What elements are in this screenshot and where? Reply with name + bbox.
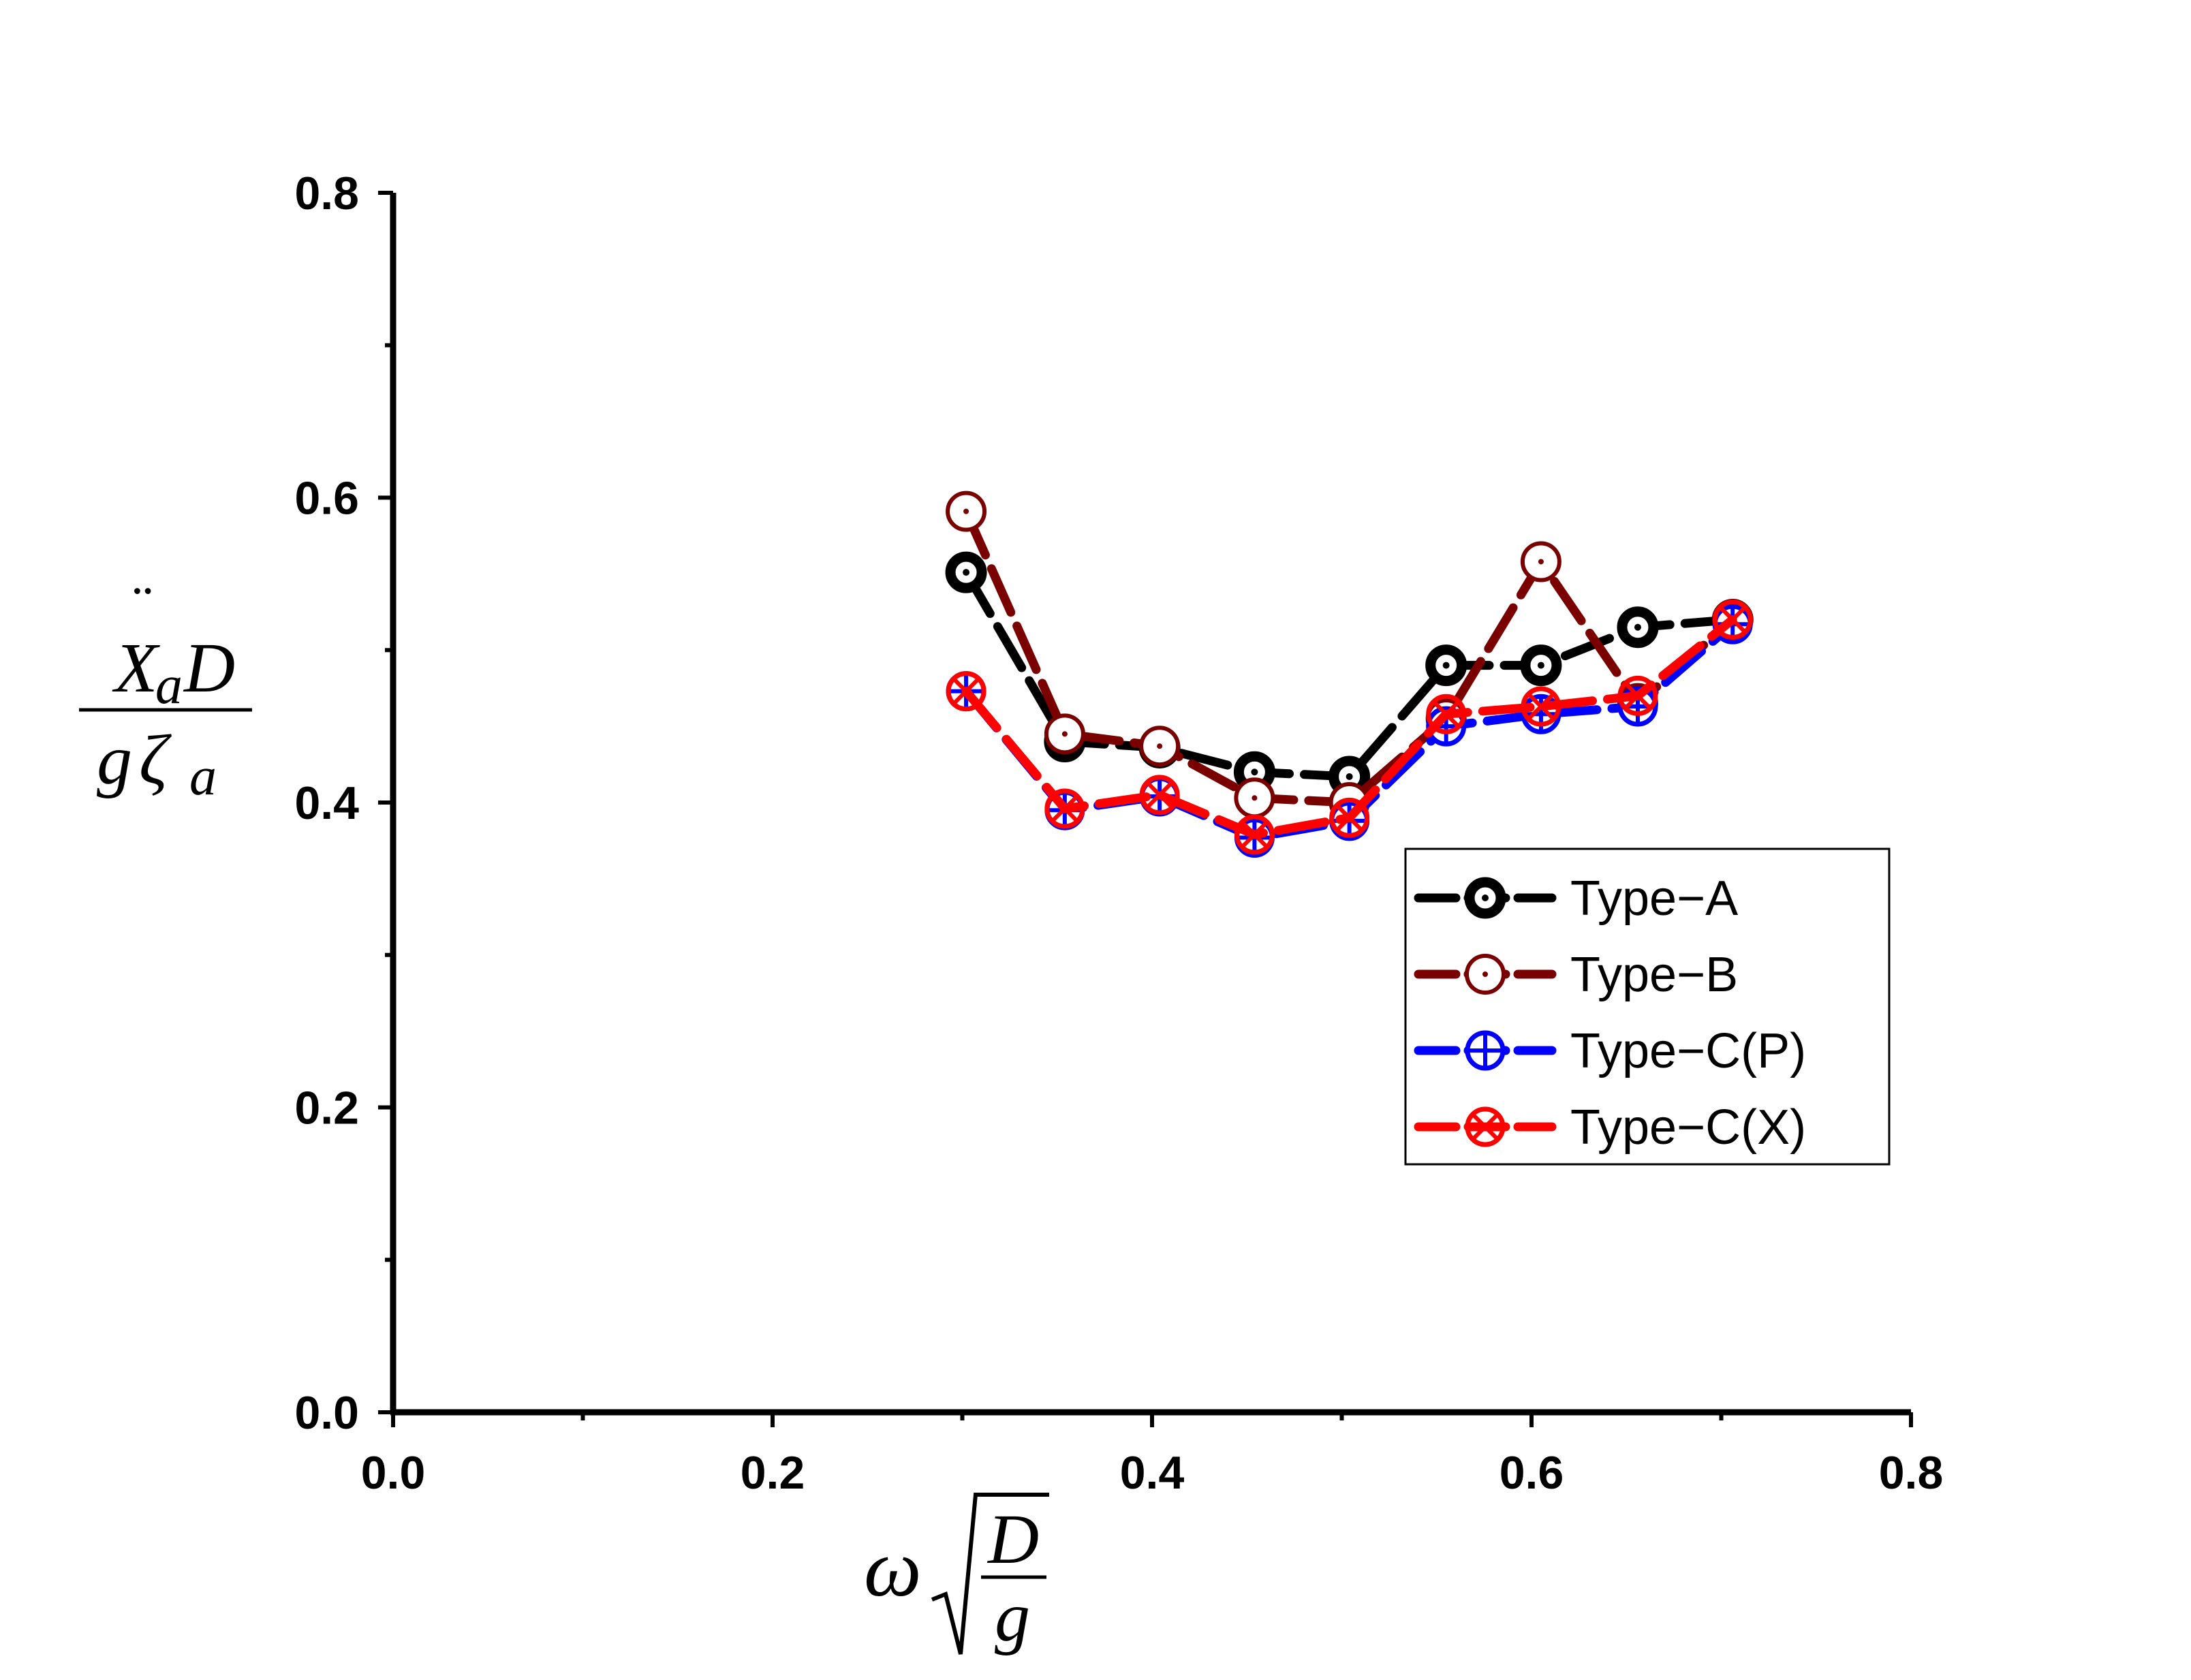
- data-point: [946, 671, 986, 712]
- data-point: [1712, 600, 1753, 640]
- marker-ring: [1329, 797, 1370, 838]
- marker-dot: [1482, 971, 1488, 977]
- legend-marker: [1465, 1106, 1506, 1147]
- marker-ring: [1234, 814, 1275, 855]
- marker-ring: [1139, 775, 1180, 815]
- x-axis-label: ω D g: [864, 1493, 1049, 1656]
- legend-items: [1414, 877, 1557, 1147]
- legend: Type−A Type−B Type−C(P) Type−C(X): [1404, 847, 1891, 1166]
- y-tick-label: 0.4: [294, 777, 359, 829]
- marker-dot: [1157, 743, 1163, 749]
- x-tick-label: 0.6: [1499, 1447, 1564, 1499]
- data-point: [1617, 606, 1659, 649]
- marker-x2: [952, 677, 980, 706]
- data-point: [1139, 775, 1180, 815]
- marker-ring: [1617, 675, 1658, 716]
- data-point: [1044, 713, 1085, 755]
- series-layer: [945, 491, 1754, 858]
- data-point: [1426, 694, 1467, 734]
- marker-dot: [1252, 795, 1258, 801]
- marker-dot: [1442, 662, 1450, 669]
- marker-ring: [1426, 694, 1467, 734]
- legend-symbol-2: [1414, 954, 1557, 995]
- legend-label-type-cp: Type−C(P): [1570, 1024, 1806, 1078]
- legend-marker: [1465, 1030, 1506, 1071]
- data-point: [1520, 644, 1562, 687]
- x-tick-label: 0.0: [361, 1447, 426, 1499]
- legend-marker: [1465, 954, 1506, 995]
- marker-dot: [1061, 731, 1068, 737]
- data-point: [1329, 797, 1370, 838]
- legend-symbol-1: [1414, 877, 1557, 919]
- data-point: [1234, 777, 1275, 819]
- legend-label-type-a: Type−A: [1570, 871, 1738, 926]
- marker-x2: [1718, 605, 1747, 634]
- x-tick-label: 0.8: [1879, 1447, 1944, 1499]
- marker-x2: [1471, 1113, 1499, 1141]
- marker-dot: [1538, 559, 1544, 565]
- x-tick-label: 0.2: [741, 1447, 805, 1499]
- ticks-layer: 0.0 0.2 0.4 0.6 0.8 0.0 0.2 0.4 0.6 0.8: [294, 168, 1943, 1499]
- y-tick-label: 0.8: [294, 168, 359, 219]
- data-point: [946, 491, 987, 532]
- marker-x2: [1240, 820, 1269, 849]
- marker-dot: [1634, 623, 1641, 631]
- marker-x2: [1527, 692, 1555, 721]
- data-point: [1139, 726, 1181, 767]
- marker-x2: [1623, 681, 1652, 710]
- sqrt-sign: [931, 1493, 1049, 1655]
- y-axis-label: ¨ X a D g ζ a: [79, 574, 252, 807]
- data-point: [945, 551, 987, 593]
- marker-ring: [1712, 600, 1753, 640]
- y-label-x-sub: a: [155, 655, 183, 715]
- marker-ring: [946, 671, 986, 712]
- marker-dot: [963, 569, 970, 576]
- marker-dot: [1251, 768, 1258, 776]
- data-point: [1521, 686, 1561, 727]
- y-label-x: X: [112, 629, 160, 707]
- x-label-num: D: [986, 1500, 1039, 1578]
- marker-x2: [1051, 794, 1079, 823]
- y-tick-label: 0.0: [294, 1387, 359, 1439]
- legend-label-type-b: Type−B: [1570, 948, 1738, 1002]
- y-label-g: g: [97, 721, 132, 799]
- data-point: [1520, 541, 1561, 582]
- y-label-zeta: ζ: [139, 721, 172, 799]
- y-label-zeta-sub: a: [189, 747, 217, 807]
- x-label-omega: ω: [864, 1523, 922, 1613]
- legend-symbol-4: [1414, 1106, 1557, 1147]
- legend-label-type-cx: Type−C(X): [1570, 1100, 1806, 1155]
- marker-ring: [1465, 1106, 1506, 1147]
- marker-x2: [1432, 700, 1461, 728]
- legend-symbol-3: [1414, 1030, 1557, 1071]
- data-point: [1425, 644, 1467, 687]
- marker-ring: [1044, 788, 1085, 829]
- legend-marker: [1464, 877, 1506, 919]
- marker-ring: [1521, 686, 1561, 727]
- data-point: [1617, 675, 1658, 716]
- x-label-den: g: [995, 1578, 1030, 1656]
- marker-x2: [1145, 781, 1174, 809]
- data-point: [1044, 788, 1085, 829]
- series-4: [946, 600, 1753, 855]
- y-label-d: D: [183, 629, 235, 707]
- marker-dot: [1537, 662, 1544, 669]
- y-label-dots: ¨: [128, 574, 151, 642]
- data-point: [1234, 814, 1275, 855]
- series-1: [945, 551, 1754, 798]
- marker-dot: [1346, 773, 1353, 780]
- marker-dot: [963, 508, 969, 514]
- marker-dot: [1482, 895, 1489, 901]
- x-tick-label: 0.4: [1120, 1447, 1185, 1499]
- y-tick-label: 0.2: [294, 1083, 359, 1134]
- marker-x2: [1335, 803, 1364, 832]
- y-tick-label: 0.6: [294, 473, 359, 525]
